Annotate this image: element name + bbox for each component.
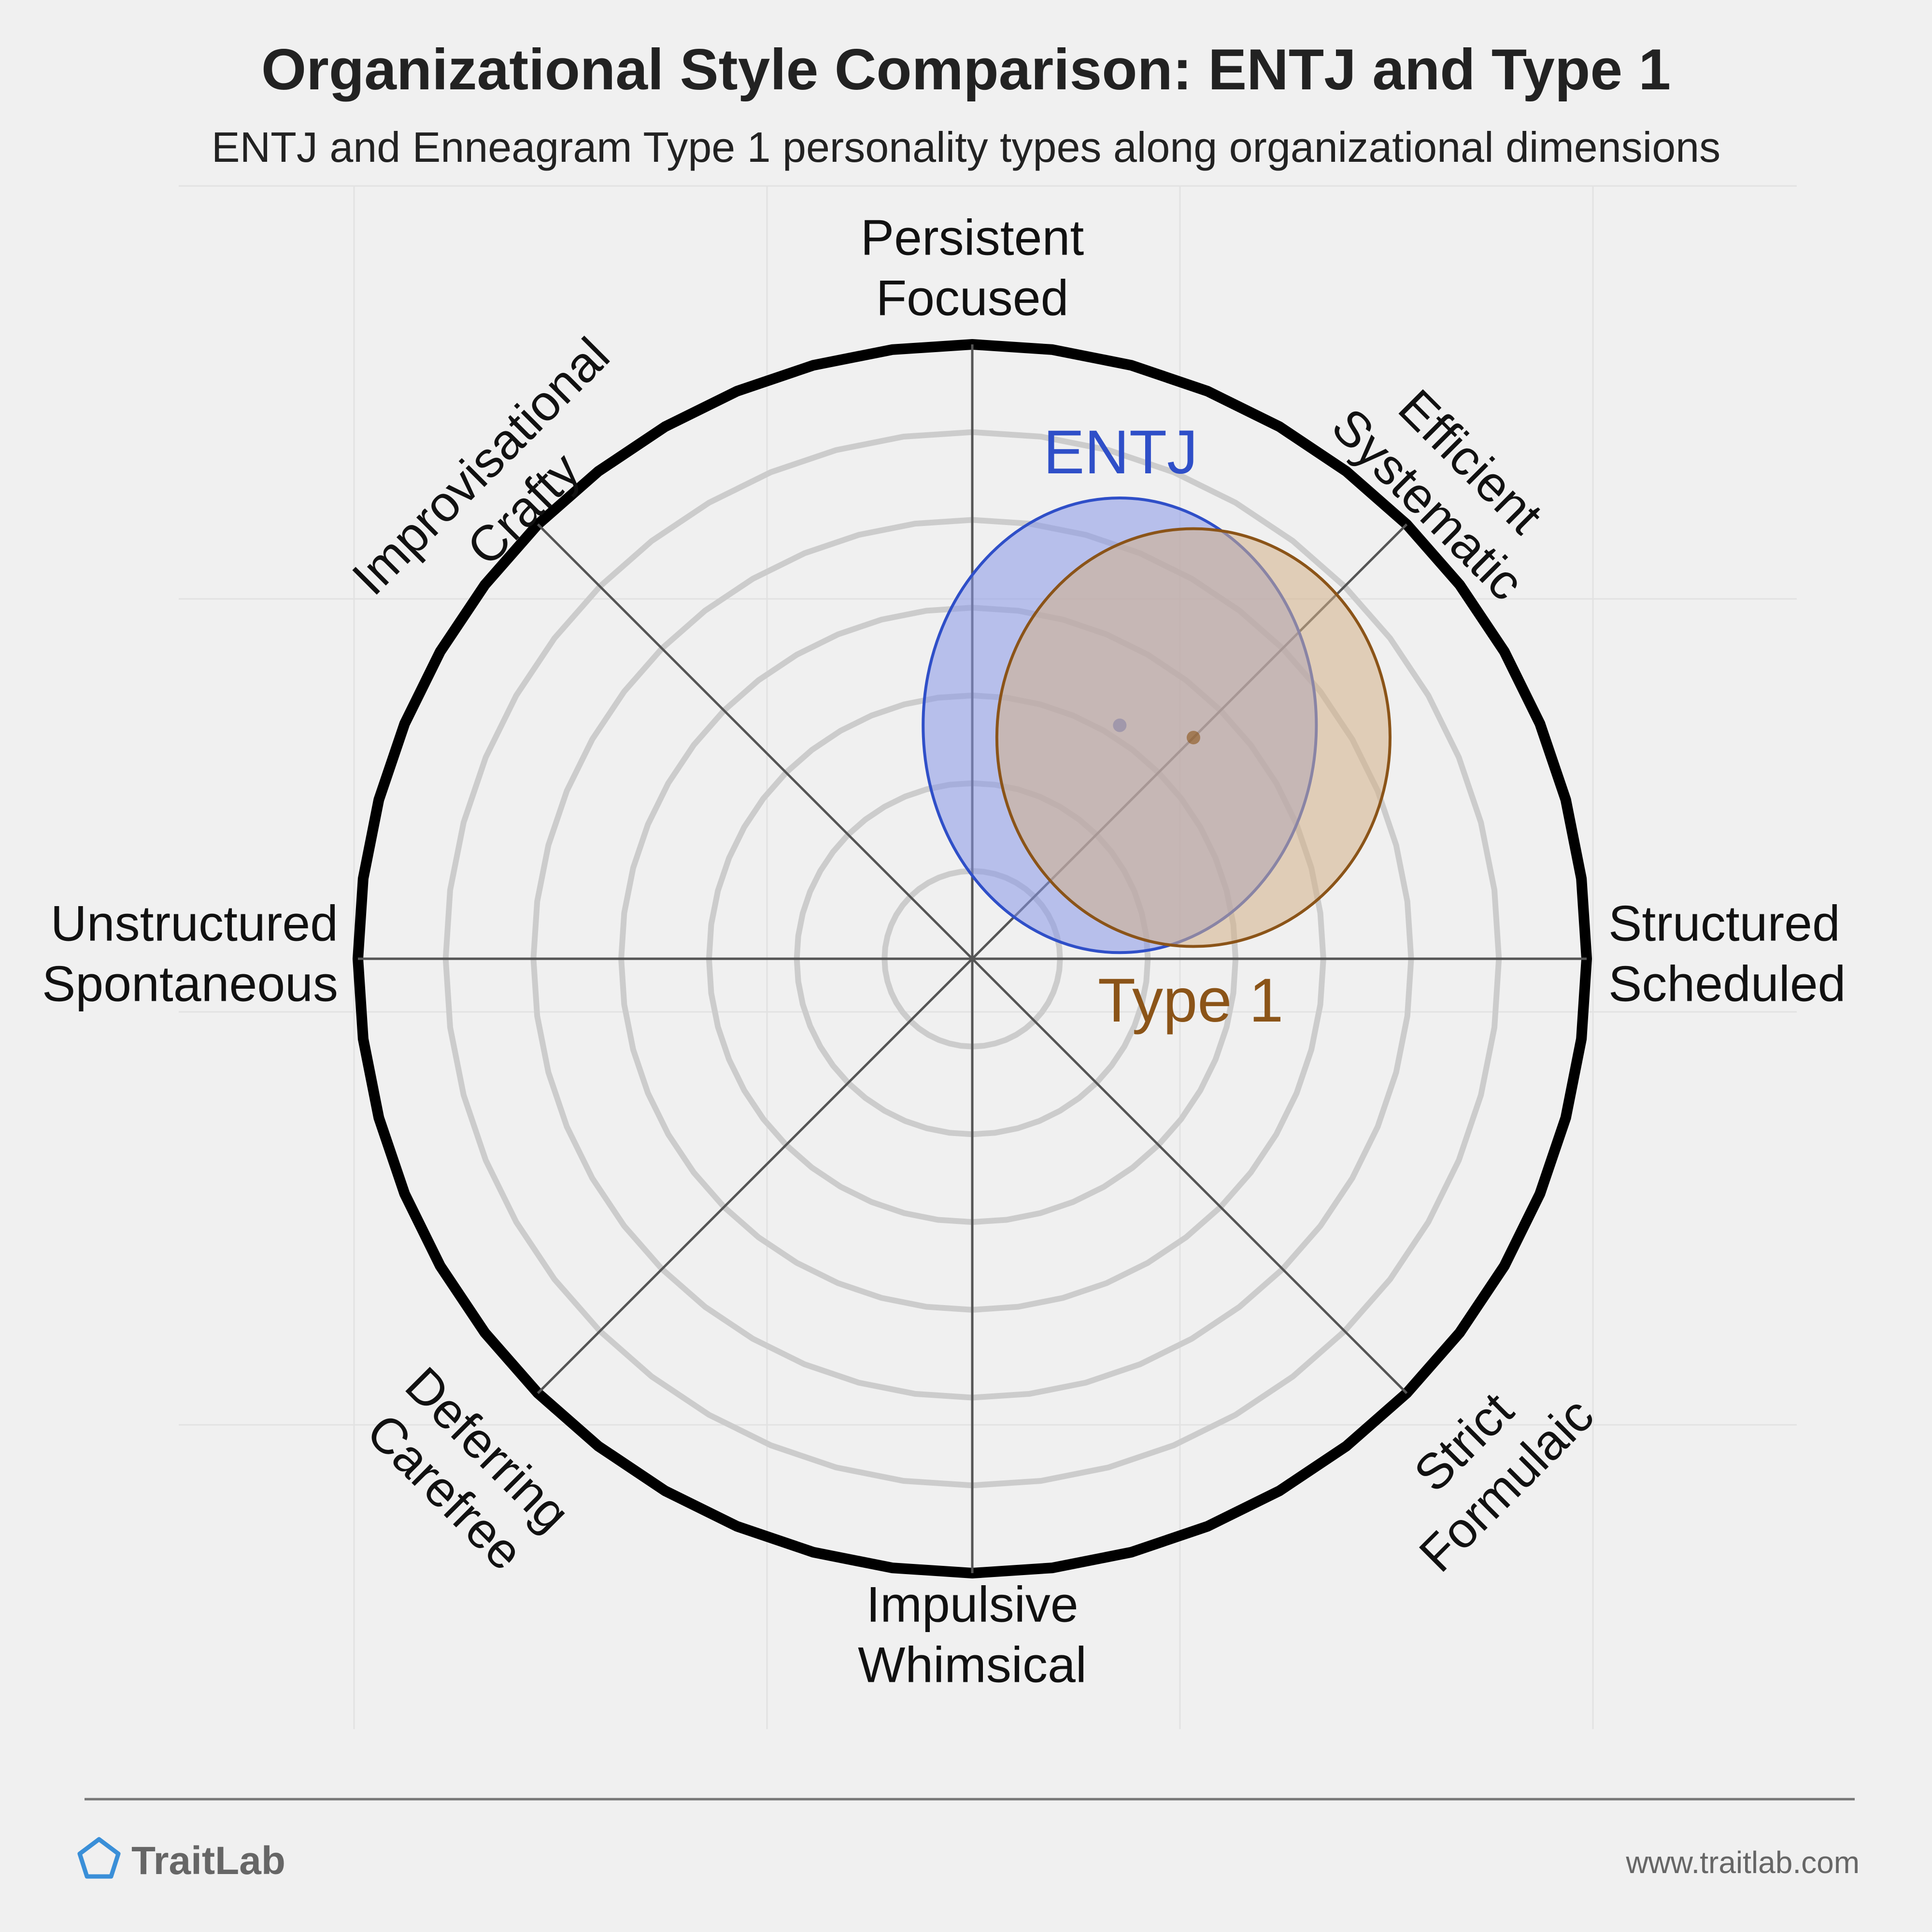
- series-ellipses: [922, 497, 1392, 954]
- axis-label-line: Whimsical: [858, 1637, 1087, 1693]
- axis-label-line: Unstructured: [51, 896, 338, 952]
- series-labels: ENTJ Type 1: [1043, 418, 1283, 1035]
- brand-name: TraitLab: [131, 1839, 285, 1883]
- axis-label-line: Focused: [876, 270, 1069, 327]
- axis-label-line: Scheduled: [1608, 956, 1846, 1012]
- chart-title: Organizational Style Comparison: ENTJ an…: [261, 37, 1671, 102]
- series-label-entj: ENTJ: [1043, 418, 1198, 487]
- traitlab-logo: TraitLab: [77, 1837, 285, 1883]
- center-dot-type-1: [1186, 731, 1200, 745]
- series-label-type-1: Type 1: [1098, 966, 1283, 1035]
- axis-label-line: Persistent: [861, 210, 1084, 266]
- axis-label-line: Structured: [1608, 896, 1840, 952]
- spoke-se: [537, 523, 1408, 1394]
- axis-label-line: Impulsive: [866, 1577, 1078, 1633]
- footer-url: www.traitlab.com: [1625, 1845, 1860, 1880]
- chart-subtitle: ENTJ and Enneagram Type 1 personality ty…: [212, 123, 1720, 171]
- pentagon-icon: [77, 1837, 121, 1879]
- axis-label-line: Spontaneous: [42, 956, 338, 1012]
